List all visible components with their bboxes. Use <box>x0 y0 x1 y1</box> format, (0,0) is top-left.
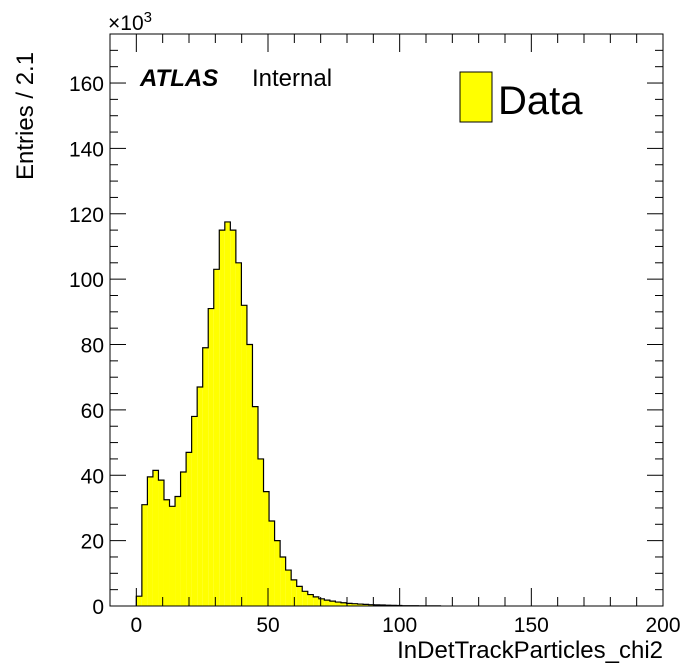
histogram-bar <box>163 499 170 606</box>
histogram-bar <box>230 230 236 606</box>
histogram-bar <box>285 570 292 606</box>
histogram-bar <box>169 506 176 606</box>
y-tick-label: 0 <box>92 596 104 619</box>
y-tick-label: 140 <box>69 138 104 161</box>
x-tick-label: 0 <box>130 614 142 637</box>
histogram-bar <box>257 458 264 606</box>
atlas-label: ATLAS <box>139 65 218 92</box>
histogram-bars <box>135 221 442 607</box>
histogram-bar <box>213 269 220 606</box>
histogram-bar <box>368 604 375 606</box>
histogram-bar <box>136 596 142 606</box>
histogram-bar <box>296 586 303 606</box>
histogram-bar <box>180 471 187 606</box>
x-tick-label: 100 <box>382 614 417 637</box>
legend-label: Data <box>498 79 583 123</box>
y-tick-label: 60 <box>81 400 104 423</box>
histogram-bar <box>318 598 325 606</box>
y-tick-label: 40 <box>81 465 104 488</box>
x-axis-title: InDetTrackParticles_chi2 <box>397 637 663 664</box>
histogram-bar <box>246 344 253 606</box>
histogram-bar <box>219 230 225 606</box>
histogram-bar <box>252 406 258 606</box>
histogram-bar <box>352 603 358 606</box>
histogram-bar <box>302 591 308 606</box>
histogram-bar <box>335 602 341 606</box>
histogram-bar <box>175 496 181 606</box>
histogram-bar <box>329 601 336 606</box>
histogram-bar <box>313 596 319 606</box>
histogram-bar <box>291 579 297 606</box>
y-tick-label: 20 <box>81 531 104 554</box>
x-tick-label: 50 <box>256 614 279 637</box>
y-axis-title: Entries / 2.1 <box>12 52 39 180</box>
axis-ticks: 0 50 100 150 200 0 20 40 60 80 100 120 140 160 <box>69 33 681 637</box>
histogram-bar <box>158 480 164 606</box>
histogram-bar <box>152 470 159 606</box>
histogram-bar <box>363 604 369 606</box>
x-tick-label: 150 <box>514 614 549 637</box>
x-tick-label: 200 <box>645 614 680 637</box>
histogram-bar <box>208 308 214 606</box>
y-tick-label: 80 <box>81 335 104 358</box>
histogram-bar <box>241 305 247 606</box>
internal-label: Internal <box>252 65 332 92</box>
histogram-bar <box>274 540 281 606</box>
histogram-bar <box>357 604 364 606</box>
histogram-bar <box>191 416 198 606</box>
y-tick-label: 160 <box>69 73 104 96</box>
histogram-bar <box>269 521 275 606</box>
histogram-bar <box>197 387 203 606</box>
histogram-bar <box>307 594 314 606</box>
histogram-bar <box>186 452 192 606</box>
plot-frame <box>109 33 664 607</box>
histogram-bar <box>280 556 286 606</box>
histogram-bar <box>324 600 330 606</box>
histogram-bar <box>141 504 148 606</box>
y-exponent-label: ×103 <box>108 9 152 35</box>
y-tick-label: 120 <box>69 204 104 227</box>
histogram-bar <box>235 262 242 606</box>
histogram-bar <box>263 491 270 606</box>
histogram-bar <box>224 221 231 606</box>
legend-swatch <box>459 71 493 123</box>
histogram-bar <box>202 347 209 606</box>
histogram-outline <box>135 221 442 607</box>
y-tick-label: 100 <box>69 269 104 292</box>
histogram-bar <box>346 603 353 606</box>
histogram-bar <box>340 602 347 606</box>
histogram-bar <box>147 476 153 606</box>
